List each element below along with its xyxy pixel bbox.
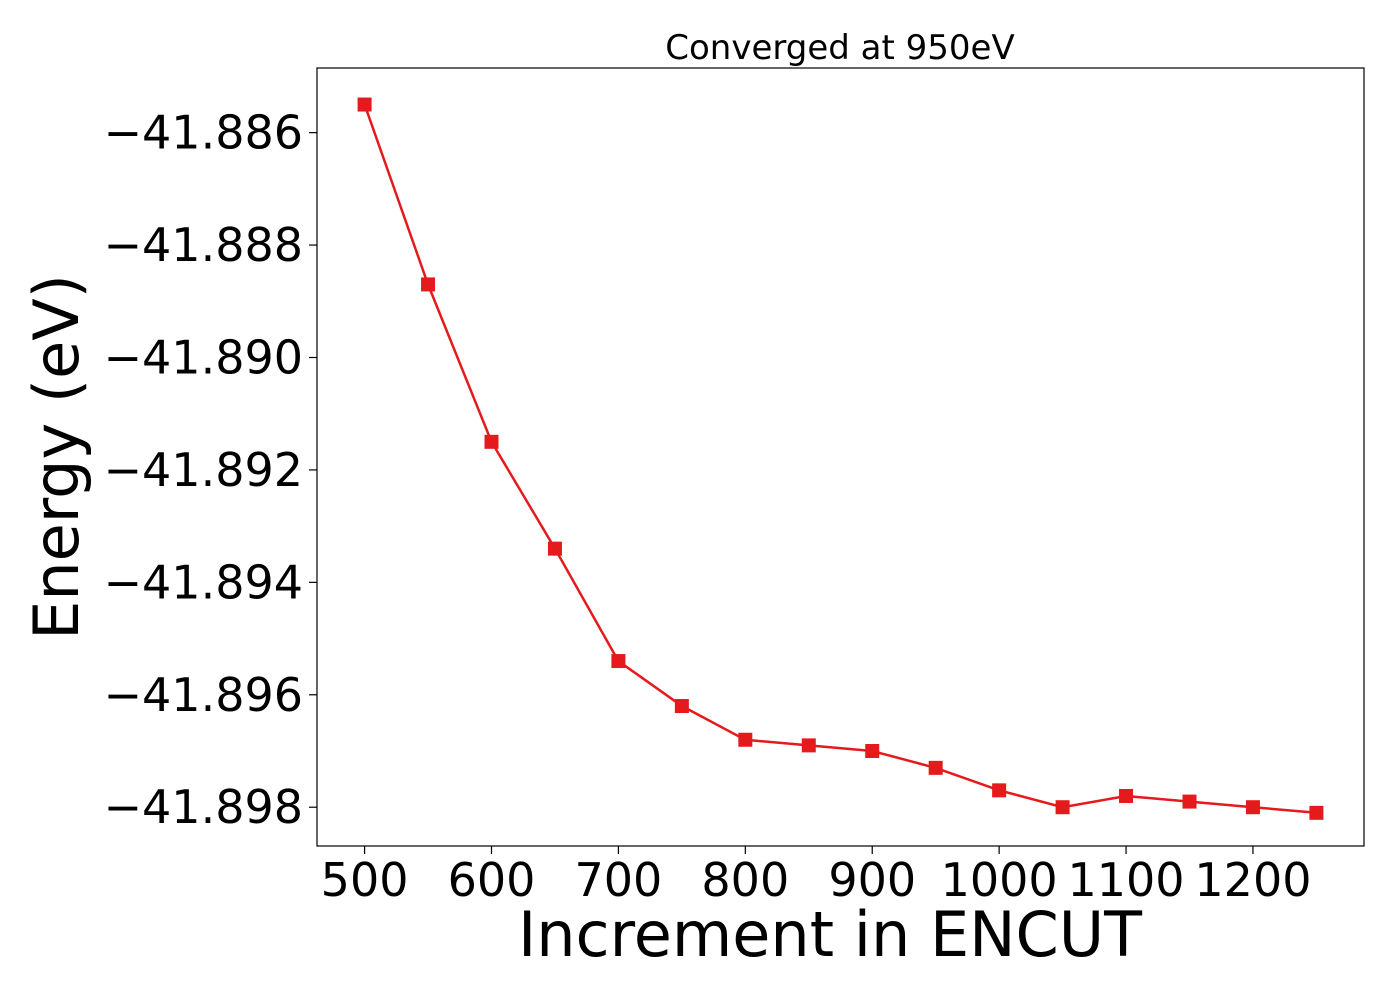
y-tick-label: −41.894 <box>104 555 304 609</box>
data-point-marker <box>421 277 436 292</box>
data-point-marker <box>801 738 816 753</box>
data-point-marker <box>547 541 562 556</box>
data-point-marker <box>865 743 880 758</box>
x-tick-label: 700 <box>575 853 663 907</box>
y-axis-ticks: −41.886 −41.888 −41.890 −41.892 −41.894 −41.8… <box>104 106 317 834</box>
series-markers <box>357 97 1324 820</box>
y-axis-label: Energy (eV) <box>20 274 93 640</box>
data-point-marker <box>928 760 943 775</box>
y-tick-label: −41.888 <box>104 218 304 272</box>
data-point-marker <box>484 434 499 449</box>
y-tick-label: −41.886 <box>104 106 304 160</box>
data-point-marker <box>1182 794 1197 809</box>
data-point-marker <box>357 97 372 112</box>
y-tick-label: −41.896 <box>104 668 304 722</box>
x-tick-label: 900 <box>828 853 916 907</box>
x-axis-ticks: 500 600 700 800 900 1000 1100 1200 <box>321 846 1311 907</box>
plot-area-frame <box>316 67 1365 847</box>
chart-title: Converged at 950eV <box>665 28 1014 68</box>
series-line <box>363 104 1317 815</box>
x-tick-label: 1200 <box>1194 853 1311 907</box>
y-tick-label: −41.898 <box>104 780 304 834</box>
data-point-marker <box>1309 805 1324 820</box>
data-point-marker <box>992 783 1007 798</box>
data-point-marker <box>1119 788 1134 803</box>
data-point-marker <box>674 699 689 714</box>
x-tick-label: 800 <box>701 853 789 907</box>
data-point-marker <box>1245 800 1260 815</box>
x-tick-label: 600 <box>448 853 536 907</box>
x-axis-label: Increment in ENCUT <box>518 898 1143 971</box>
data-point-marker <box>611 654 626 669</box>
x-tick-label: 500 <box>321 853 409 907</box>
y-tick-label: −41.890 <box>104 331 304 385</box>
y-tick-label: −41.892 <box>104 443 304 497</box>
x-tick-label: 1000 <box>941 853 1058 907</box>
x-tick-label: 1100 <box>1068 853 1185 907</box>
data-point-marker <box>738 732 753 747</box>
data-point-marker <box>1055 800 1070 815</box>
